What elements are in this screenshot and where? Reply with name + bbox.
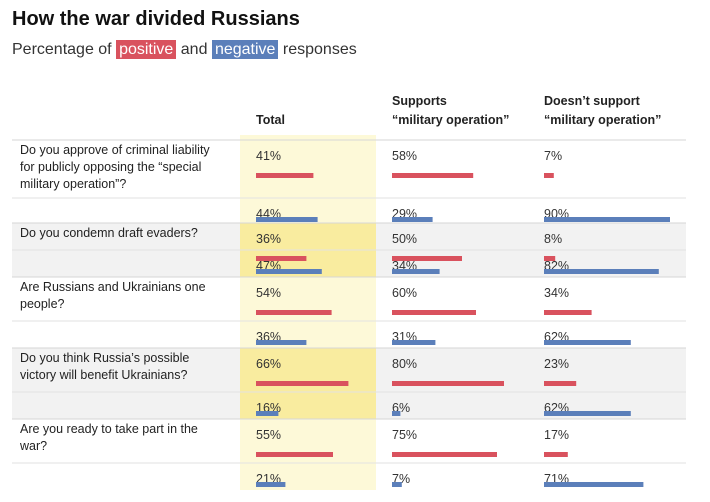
negative-bar bbox=[544, 482, 644, 487]
column-header: Total bbox=[256, 113, 285, 127]
positive-value-label: 34% bbox=[544, 286, 569, 300]
positive-value-label: 58% bbox=[392, 149, 417, 163]
negative-bar bbox=[256, 340, 307, 345]
positive-bar bbox=[544, 452, 568, 457]
negative-bar bbox=[392, 482, 402, 487]
question-label: Are you ready to take part in the bbox=[20, 422, 198, 436]
question-label: victory will benefit Ukrainians? bbox=[20, 368, 187, 382]
negative-bar bbox=[544, 340, 631, 345]
positive-bar bbox=[256, 452, 333, 457]
negative-bar bbox=[392, 411, 401, 416]
positive-value-label: 23% bbox=[544, 357, 569, 371]
column-header: Supports bbox=[392, 94, 447, 108]
positive-bar bbox=[544, 256, 556, 261]
positive-bar bbox=[544, 381, 577, 386]
positive-bar bbox=[392, 310, 476, 315]
positive-value-label: 36% bbox=[256, 232, 281, 246]
question-label: for publicly opposing the “special bbox=[20, 160, 201, 174]
negative-bar bbox=[256, 482, 286, 487]
positive-bar bbox=[392, 381, 504, 386]
negative-bar bbox=[392, 269, 440, 274]
chart-title: How the war divided Russians bbox=[12, 8, 300, 30]
positive-value-label: 80% bbox=[392, 357, 417, 371]
column-header: “military operation” bbox=[392, 113, 509, 127]
positive-bar bbox=[256, 256, 307, 261]
positive-bar bbox=[256, 173, 314, 178]
negative-bar bbox=[256, 411, 279, 416]
positive-value-label: 60% bbox=[392, 286, 417, 300]
positive-value-label: 8% bbox=[544, 232, 562, 246]
positive-value-label: 55% bbox=[256, 428, 281, 442]
subtitle-prefix: Percentage of bbox=[12, 41, 112, 58]
negative-bar bbox=[544, 217, 670, 222]
positive-bar bbox=[392, 173, 474, 178]
column-header: “military operation” bbox=[544, 113, 661, 127]
positive-bar bbox=[256, 381, 349, 386]
positive-bar bbox=[256, 310, 332, 315]
positive-value-label: 17% bbox=[544, 428, 569, 442]
negative-legend-swatch: negative bbox=[211, 40, 279, 59]
question-label: Do you approve of criminal liability bbox=[20, 143, 210, 157]
question-label: people? bbox=[20, 297, 65, 311]
chart-subtitle: Percentage of positive and negative resp… bbox=[12, 40, 357, 59]
question-label: military operation”? bbox=[20, 177, 126, 191]
negative-bar bbox=[392, 340, 436, 345]
subtitle-suffix: responses bbox=[282, 41, 357, 58]
question-label: Do you condemn draft evaders? bbox=[20, 226, 198, 240]
positive-bar bbox=[544, 310, 592, 315]
column-header: Doesn’t support bbox=[544, 94, 641, 108]
negative-bar bbox=[544, 411, 631, 416]
positive-bar bbox=[392, 256, 462, 261]
positive-value-label: 41% bbox=[256, 149, 281, 163]
positive-value-label: 54% bbox=[256, 286, 281, 300]
positive-legend-swatch: positive bbox=[116, 40, 177, 59]
positive-value-label: 7% bbox=[544, 149, 562, 163]
negative-bar bbox=[256, 269, 322, 274]
negative-bar bbox=[544, 269, 659, 274]
positive-bar bbox=[544, 173, 554, 178]
negative-bar bbox=[256, 217, 318, 222]
positive-bar bbox=[392, 452, 497, 457]
question-label: war? bbox=[19, 439, 47, 453]
negative-bar bbox=[392, 217, 433, 222]
subtitle-and: and bbox=[180, 41, 208, 58]
question-label: Do you think Russia’s possible bbox=[20, 351, 189, 365]
question-label: Are Russians and Ukrainians one bbox=[20, 280, 206, 294]
positive-value-label: 75% bbox=[392, 428, 417, 442]
positive-value-label: 66% bbox=[256, 357, 281, 371]
positive-value-label: 50% bbox=[392, 232, 417, 246]
